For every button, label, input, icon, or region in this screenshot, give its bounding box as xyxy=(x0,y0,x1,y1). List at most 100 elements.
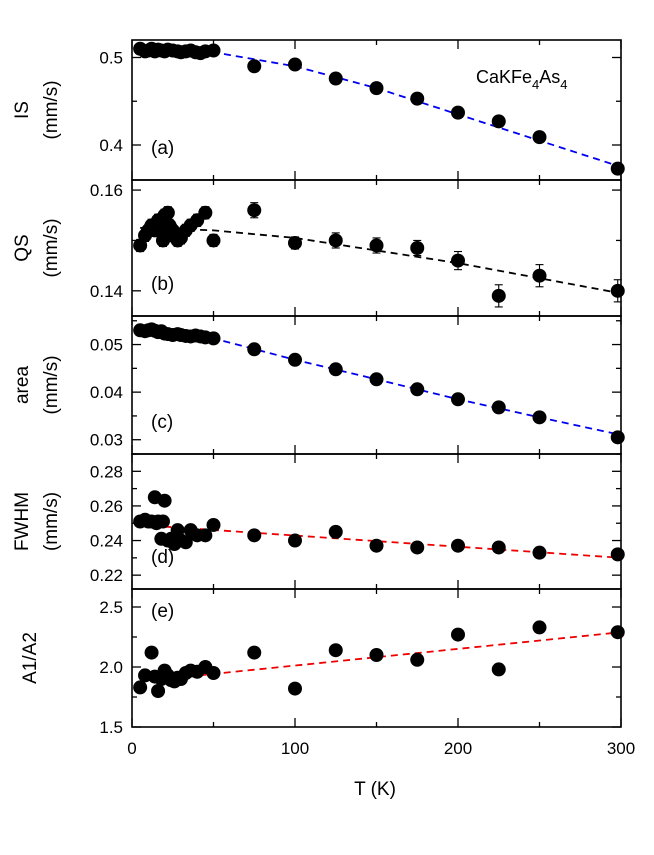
data-point xyxy=(451,538,465,553)
data-point xyxy=(133,680,148,695)
data-point xyxy=(491,114,506,129)
y-axis-label: IS xyxy=(12,101,33,119)
data-point xyxy=(328,233,343,248)
data-point xyxy=(451,392,465,407)
data-point xyxy=(451,105,465,120)
data-point xyxy=(369,81,384,96)
fit-line xyxy=(140,226,622,295)
data-point xyxy=(410,91,425,106)
data-point xyxy=(532,268,547,283)
x-tick-label: 0 xyxy=(127,739,136,758)
data-point xyxy=(206,666,221,680)
panel-label: (a) xyxy=(151,138,174,159)
data-point xyxy=(198,205,213,220)
y-tick-label: 0.4 xyxy=(99,136,123,155)
data-point xyxy=(288,533,302,548)
data-point xyxy=(410,382,425,397)
data-point xyxy=(410,652,425,667)
data-point xyxy=(369,372,384,387)
y-axis-unit: (mm/s) xyxy=(41,80,62,139)
x-axis: 0 100 200 300 xyxy=(127,739,635,758)
y-axis-label: area xyxy=(12,366,33,404)
panel-label: (d) xyxy=(151,547,174,568)
y-tick-label: 1.5 xyxy=(99,718,123,737)
compound-mid: As xyxy=(539,67,560,87)
data-point xyxy=(247,203,262,218)
data-point xyxy=(451,627,465,642)
y-tick-label: 2.0 xyxy=(99,658,123,677)
data-point xyxy=(151,684,166,698)
data-point xyxy=(532,130,547,145)
panel-a: 0.4 0.5 (a) IS (mm/s) xyxy=(12,39,625,181)
y-tick-label: 0.03 xyxy=(90,431,123,450)
data-point xyxy=(178,535,193,550)
data-point xyxy=(491,540,506,555)
panel-e: 1.5 2.0 2.5 (e) A1/A2 xyxy=(20,588,625,737)
data-point xyxy=(491,400,506,415)
y-axis-label: QS xyxy=(12,234,33,261)
x-tick-label: 300 xyxy=(607,739,635,758)
data-point xyxy=(610,283,625,298)
data-point xyxy=(155,514,170,529)
y-axis-unit: (mm/s) xyxy=(41,492,62,551)
y-tick-label: 0.04 xyxy=(90,383,123,402)
data-point xyxy=(288,681,302,696)
data-point xyxy=(610,161,625,176)
data-point xyxy=(328,524,343,539)
panel-c: 0.03 0.04 0.05 (c) area (mm/s) xyxy=(12,315,625,455)
data-point xyxy=(160,205,175,220)
compound-subscript-2: 4 xyxy=(560,77,567,92)
y-tick-label: 0.05 xyxy=(90,336,123,355)
x-tick-label: 100 xyxy=(281,739,309,758)
data-point xyxy=(247,645,262,660)
data-point xyxy=(144,645,159,660)
data-point xyxy=(410,241,425,255)
data-point xyxy=(198,528,213,543)
y-tick-label: 0.28 xyxy=(90,462,123,481)
data-point xyxy=(206,517,221,532)
y-tick-label: 2.5 xyxy=(99,598,123,617)
data-point xyxy=(247,528,262,543)
data-point xyxy=(532,620,547,635)
data-point xyxy=(288,235,302,250)
y-tick-label: 0.26 xyxy=(90,497,123,516)
data-point xyxy=(532,545,547,560)
data-point xyxy=(206,233,221,248)
data-point xyxy=(451,253,465,268)
data-point xyxy=(288,57,302,72)
compound-label: CaKFe4As4 xyxy=(476,67,568,92)
y-tick-label: 0.24 xyxy=(90,532,123,551)
data-point xyxy=(532,410,547,425)
data-point xyxy=(410,540,425,555)
y-axis-label: FWHM xyxy=(12,492,33,551)
data-point xyxy=(491,288,506,303)
data-point xyxy=(247,59,262,74)
y-tick-label: 0.16 xyxy=(90,181,123,200)
data-point xyxy=(610,430,625,445)
data-point xyxy=(206,43,221,58)
x-axis-label: T (K) xyxy=(354,779,396,800)
y-axis-unit: (mm/s) xyxy=(41,355,62,414)
x-tick-label: 200 xyxy=(444,739,472,758)
y-axis-unit: (mm/s) xyxy=(41,218,62,277)
panels: 0.40.5(a)IS (mm/s)0.140.16(b)QS (mm/s)0.03… xyxy=(12,39,625,737)
data-point xyxy=(610,625,625,640)
data-point xyxy=(369,648,384,662)
data-point xyxy=(328,71,343,86)
panel-label: (b) xyxy=(151,274,174,295)
panel-frame xyxy=(131,39,622,181)
data-point xyxy=(206,331,221,346)
data-point xyxy=(491,662,506,677)
data-point xyxy=(610,547,625,562)
panel-b: 0.14 0.16 (b) QS (mm/s) xyxy=(12,179,625,317)
panel-label: (e) xyxy=(151,601,174,622)
panel-frame xyxy=(131,453,622,590)
y-tick-label: 0.14 xyxy=(90,282,123,301)
data-point xyxy=(157,493,172,508)
compound-subscript-1: 4 xyxy=(532,77,539,92)
y-tick-label: 0.5 xyxy=(99,49,123,68)
data-point xyxy=(288,352,302,367)
data-point xyxy=(328,362,343,377)
panel-label: (c) xyxy=(151,412,173,433)
